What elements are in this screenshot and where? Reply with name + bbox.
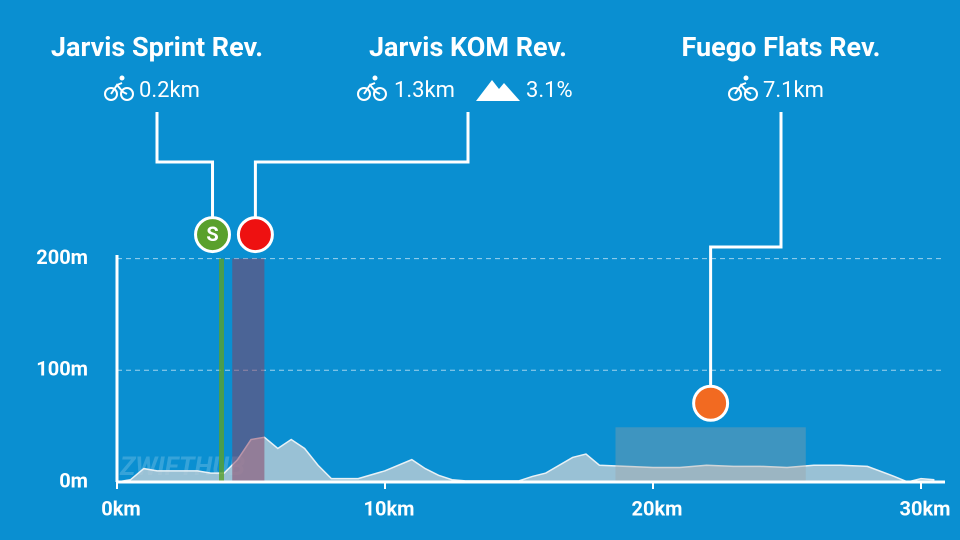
- wheel: [104, 87, 118, 101]
- connector: [155, 112, 215, 218]
- segment-region: [615, 427, 806, 482]
- segment-distance: 0.2km: [139, 78, 200, 103]
- wheel: [744, 87, 758, 101]
- segment-info: 0.2km: [104, 75, 200, 103]
- y-tick-label: 100m: [36, 357, 88, 381]
- segment-region: [232, 258, 265, 482]
- frame: [363, 82, 381, 95]
- connector: [253, 112, 470, 218]
- wheel: [357, 87, 371, 101]
- head: [372, 75, 378, 81]
- segment-distance: 7.1km: [763, 78, 824, 103]
- segment-name: Fuego Flats Rev.: [682, 31, 881, 63]
- head: [743, 75, 749, 81]
- y-tick-label: 0m: [59, 468, 88, 492]
- head: [119, 75, 125, 81]
- wheel: [120, 87, 134, 101]
- segment-distance: 1.3km: [394, 78, 455, 103]
- bike-icon: [104, 75, 134, 101]
- segment-marker: [194, 216, 232, 254]
- wheel: [373, 87, 387, 101]
- y-tick-label: 200m: [36, 245, 88, 269]
- segment-name: Jarvis Sprint Rev.: [51, 31, 263, 63]
- segment-info: 7.1km: [728, 75, 824, 103]
- segment-marker: [692, 384, 730, 422]
- frame: [110, 82, 128, 95]
- segment-name: Jarvis KOM Rev.: [369, 31, 567, 63]
- marker-label: S: [206, 222, 218, 246]
- profile-line: [116, 436, 935, 483]
- connector: [709, 112, 783, 387]
- x-tick-label: 0km: [101, 496, 140, 520]
- segment-grade: 3.1%: [526, 78, 573, 103]
- x-tick-label: 10km: [364, 496, 415, 520]
- segment-info: 1.3km 3.1%: [357, 75, 573, 103]
- area-fill: [117, 437, 935, 482]
- x-tick-label: 30km: [900, 496, 951, 520]
- segment-marker: [236, 216, 274, 254]
- wheel: [728, 87, 742, 101]
- mountain-icon: [476, 80, 520, 101]
- bike-icon: [357, 75, 387, 101]
- frame: [734, 82, 752, 95]
- bike-icon: [728, 75, 758, 101]
- x-tick-label: 20km: [632, 496, 683, 520]
